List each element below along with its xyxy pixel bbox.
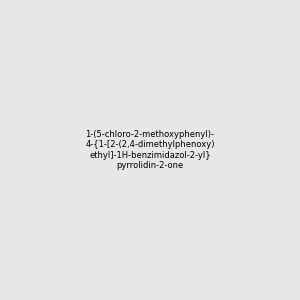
Text: 1-(5-chloro-2-methoxyphenyl)-
4-{1-[2-(2,4-dimethylphenoxy)
ethyl]-1H-benzimidaz: 1-(5-chloro-2-methoxyphenyl)- 4-{1-[2-(2… (85, 130, 215, 170)
